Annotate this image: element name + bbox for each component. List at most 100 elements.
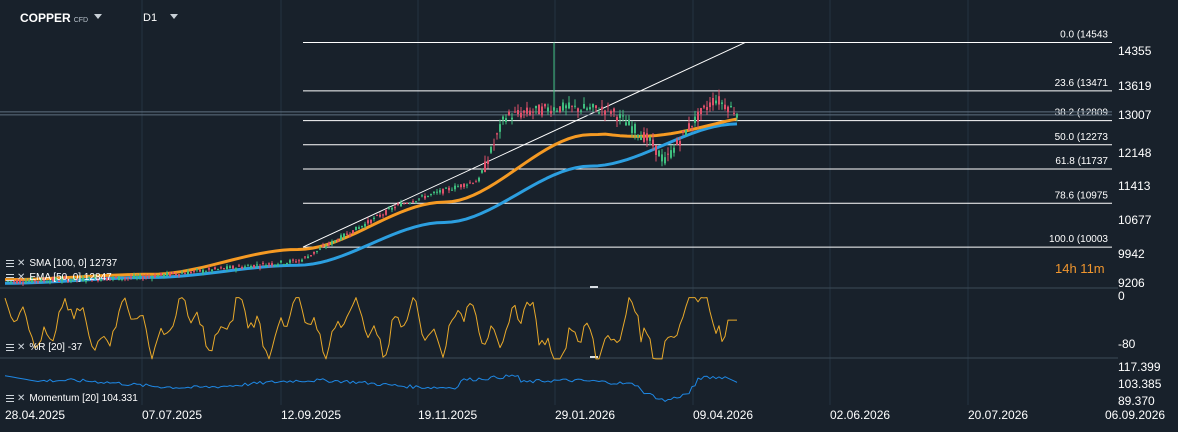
candle-body xyxy=(112,277,114,279)
candle-body xyxy=(235,268,237,270)
candle-body xyxy=(685,130,687,136)
close-icon[interactable]: ✕ xyxy=(17,342,26,353)
fib-level-label: 50.0 (12273 xyxy=(1055,132,1109,143)
date-tick-label: 02.06.2026 xyxy=(830,408,890,422)
candle-body xyxy=(115,277,117,279)
candle-body xyxy=(61,278,63,281)
candle-body xyxy=(91,280,93,282)
candle-body xyxy=(640,136,642,140)
timeframe-selector[interactable]: D1 xyxy=(143,12,158,24)
candle-body xyxy=(76,278,78,280)
williams-legend[interactable]: ✕ %R [20] -37 xyxy=(6,342,82,353)
date-tick-label: 28.04.2025 xyxy=(5,408,65,422)
symbol-selector[interactable]: COPPER CFD xyxy=(20,11,88,25)
candle-body xyxy=(499,124,501,132)
candle-body xyxy=(145,276,147,278)
candle-body xyxy=(472,182,474,184)
close-icon[interactable]: ✕ xyxy=(17,258,26,269)
candle-body xyxy=(142,277,144,280)
symbol-dropdown-icon[interactable] xyxy=(94,14,102,19)
momentum-legend[interactable]: ✕ Momentum [20] 104.331 xyxy=(6,393,138,404)
close-icon[interactable]: ✕ xyxy=(17,393,26,404)
candle-body xyxy=(391,207,393,210)
candle-body xyxy=(490,146,492,153)
candle-body xyxy=(625,122,627,126)
close-icon[interactable]: ✕ xyxy=(17,272,26,283)
candle-body xyxy=(166,272,168,276)
candle-body xyxy=(271,263,273,266)
candle-body xyxy=(556,110,558,112)
candle-body xyxy=(169,272,171,276)
candle-body xyxy=(574,105,576,107)
candle-body xyxy=(283,264,285,266)
candle-body xyxy=(274,264,276,266)
candle-body xyxy=(535,105,537,109)
fib-level-label: 61.8 (11737 xyxy=(1055,156,1108,167)
candle-body xyxy=(514,111,516,113)
resize-handle[interactable] xyxy=(590,286,598,288)
candle-body xyxy=(538,104,540,115)
price-tick-label: 14355 xyxy=(1118,44,1152,58)
candle-body xyxy=(508,111,510,116)
candle-body xyxy=(37,281,39,283)
timeframe-dropdown-icon[interactable] xyxy=(170,14,178,19)
candle-body xyxy=(379,214,381,217)
candle-body xyxy=(292,259,294,261)
candle-body xyxy=(7,281,9,283)
candle-body xyxy=(295,261,297,263)
settings-icon[interactable] xyxy=(6,260,14,267)
candle-body xyxy=(46,281,48,283)
settings-icon[interactable] xyxy=(6,274,14,281)
sma-label: SMA [100, 0] 12737 xyxy=(29,258,118,269)
candle-body xyxy=(160,272,162,276)
sma-legend[interactable]: ✕ SMA [100, 0] 12737 xyxy=(6,258,117,269)
date-tick-label: 19.11.2025 xyxy=(418,408,477,422)
fib-level-label: 100.0 (10003 xyxy=(1049,234,1108,245)
fib-trend-line[interactable] xyxy=(302,42,746,248)
candle-body xyxy=(463,183,465,188)
candle-body xyxy=(181,272,183,274)
candle-body xyxy=(130,276,132,278)
candle-body xyxy=(367,220,369,224)
candle-body xyxy=(724,104,726,109)
candle-body xyxy=(688,123,690,131)
candle-body xyxy=(343,233,345,238)
candle-body xyxy=(562,102,564,111)
candle-body xyxy=(382,214,384,216)
candle-body xyxy=(58,281,60,283)
candle-body xyxy=(331,241,333,245)
candle-body xyxy=(226,266,228,269)
resize-handle[interactable] xyxy=(590,356,598,358)
candle-body xyxy=(376,215,378,217)
candle-body xyxy=(19,280,21,283)
candle-body xyxy=(541,106,543,116)
candle-body xyxy=(667,153,669,155)
candle-body xyxy=(718,96,720,105)
candle-body xyxy=(208,268,210,270)
candle-body xyxy=(409,202,411,204)
candle-body xyxy=(163,274,165,277)
ema-legend[interactable]: ✕ EMA [50, 0] 12847 xyxy=(6,272,112,283)
candle-body xyxy=(250,265,252,269)
candle-body xyxy=(190,271,192,274)
candle-body xyxy=(16,280,18,284)
current-price-tag: 13007 xyxy=(1118,108,1152,122)
candle-body xyxy=(94,277,96,279)
candle-body xyxy=(445,187,447,189)
settings-icon[interactable] xyxy=(6,395,14,402)
candle-body xyxy=(568,102,570,109)
candle-body xyxy=(241,266,243,269)
candle-body xyxy=(406,202,408,204)
candle-body xyxy=(268,263,270,265)
candle-body xyxy=(172,272,174,274)
candle-body xyxy=(64,277,66,279)
candle-body xyxy=(679,140,681,146)
candle-body xyxy=(85,280,87,282)
settings-icon[interactable] xyxy=(6,344,14,351)
candle-body xyxy=(310,255,312,257)
candle-body xyxy=(55,278,57,281)
candle-body xyxy=(589,107,591,110)
candle-body xyxy=(67,279,69,282)
